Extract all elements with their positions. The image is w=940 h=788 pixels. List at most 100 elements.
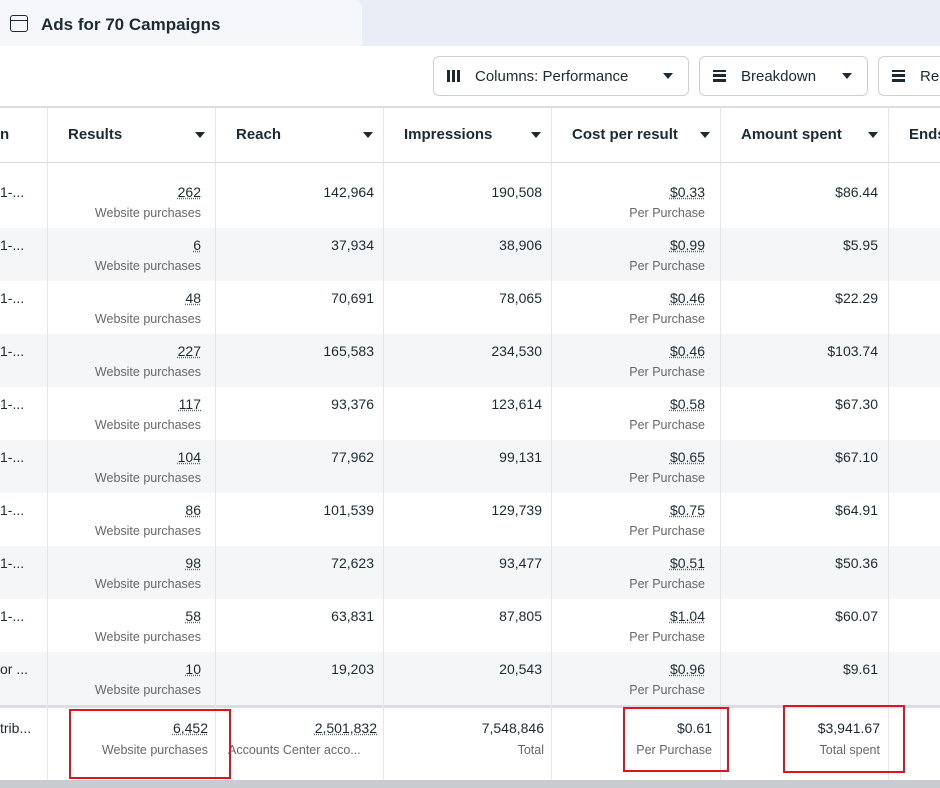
column-header: Cost per result <box>572 126 678 143</box>
impressions: 123,614 <box>491 396 542 412</box>
results-sub: Website purchases <box>94 365 201 379</box>
cost-sub: Per Purchase <box>629 206 705 220</box>
caret <box>663 73 673 79</box>
ad-name: 1-... <box>0 237 25 253</box>
reach: 101,539 <box>323 502 374 518</box>
column-divider <box>720 108 721 780</box>
row-bg <box>0 334 940 387</box>
amount-spent: $103.74 <box>827 343 878 359</box>
results: 117 <box>178 396 201 412</box>
ad-name: 1-... <box>0 343 25 359</box>
sort-caret <box>700 132 710 138</box>
button-icon <box>713 70 726 82</box>
summary-reach-sub: Accounts Center acco... <box>228 743 361 757</box>
toolbar-button[interactable]: Columns: Performance <box>433 56 689 96</box>
sort-caret <box>363 132 373 138</box>
summary-impressions: 7,548,846 <box>481 720 544 736</box>
cost-sub: Per Purchase <box>629 630 705 644</box>
summary-amount: $3,941.67 <box>817 720 880 736</box>
cost-sub: Per Purchase <box>629 418 705 432</box>
results: 86 <box>185 502 201 518</box>
results: 227 <box>177 343 201 359</box>
column-header: n <box>0 126 10 143</box>
results: 10 <box>185 661 201 677</box>
amount-spent: $67.10 <box>835 449 878 465</box>
highlight-box <box>783 705 905 773</box>
caret <box>842 73 852 79</box>
cost-sub: Per Purchase <box>629 471 705 485</box>
column-divider <box>551 108 552 780</box>
button-icon <box>447 70 460 82</box>
column-header: Ends <box>909 126 940 143</box>
results: 48 <box>185 290 201 306</box>
impressions: 99,131 <box>499 449 542 465</box>
reach: 93,376 <box>331 396 374 412</box>
column-divider <box>47 108 48 780</box>
cost-per-result: $0.58 <box>669 396 705 412</box>
column-header: Amount spent <box>741 126 842 143</box>
impressions: 234,530 <box>491 343 542 359</box>
summary-results-sub: Website purchases <box>101 743 208 757</box>
results-sub: Website purchases <box>94 312 201 326</box>
divider <box>0 106 940 108</box>
cost-per-result: $0.96 <box>669 661 705 677</box>
impressions: 20,543 <box>499 661 542 677</box>
cost-per-result: $0.33 <box>669 184 705 200</box>
column-divider <box>215 108 216 780</box>
reach: 19,203 <box>331 661 374 677</box>
reach: 70,691 <box>331 290 374 306</box>
ad-name: 1-... <box>0 290 25 306</box>
row-bg <box>0 228 940 281</box>
results-sub: Website purchases <box>94 206 201 220</box>
cost-sub: Per Purchase <box>629 577 705 591</box>
ad-name: 1-... <box>0 608 25 624</box>
summary-amount-sub: Total spent <box>819 743 880 757</box>
ad-name: or ... <box>0 661 29 677</box>
cost-per-result: $0.46 <box>669 343 705 359</box>
results: 104 <box>177 449 201 465</box>
ad-name: 1-... <box>0 396 25 412</box>
summary-results: 6,452 <box>172 720 208 736</box>
sort-caret <box>195 132 205 138</box>
impressions: 190,508 <box>491 184 542 200</box>
button-label: Re <box>920 68 940 85</box>
row-bg <box>0 652 940 705</box>
amount-spent: $64.91 <box>835 502 878 518</box>
summary-cost: $0.61 <box>676 720 712 736</box>
tab-icon <box>10 15 28 32</box>
amount-spent: $9.61 <box>842 661 878 677</box>
column-header: Impressions <box>404 126 493 143</box>
reach: 37,934 <box>331 237 374 253</box>
reach: 142,964 <box>323 184 374 200</box>
results-sub: Website purchases <box>94 259 201 273</box>
amount-spent: $60.07 <box>835 608 878 624</box>
cost-sub: Per Purchase <box>629 365 705 379</box>
column-header: Results <box>68 126 123 143</box>
summary-reach: 2,501,832 <box>314 720 377 736</box>
divider <box>0 162 940 163</box>
cost-per-result: $0.99 <box>669 237 705 253</box>
results-sub: Website purchases <box>94 471 201 485</box>
summary-impressions-sub: Total <box>517 743 544 757</box>
cost-per-result: $0.75 <box>669 502 705 518</box>
ad-name: 1-... <box>0 502 25 518</box>
results: 98 <box>185 555 201 571</box>
results-sub: Website purchases <box>94 630 201 644</box>
toolbar-button[interactable]: Re <box>878 56 940 96</box>
row-bg <box>0 440 940 493</box>
results-sub: Website purchases <box>94 418 201 432</box>
button-label: Columns: Performance <box>475 68 629 85</box>
amount-spent: $86.44 <box>835 184 878 200</box>
results: 6 <box>193 237 201 253</box>
cost-sub: Per Purchase <box>629 259 705 273</box>
results-sub: Website purchases <box>94 683 201 697</box>
impressions: 78,065 <box>499 290 542 306</box>
ad-name: 1-... <box>0 555 25 571</box>
cost-per-result: $1.04 <box>669 608 705 624</box>
sort-caret <box>531 132 541 138</box>
scrollbar <box>0 780 940 788</box>
tab[interactable] <box>0 0 362 46</box>
toolbar-button[interactable]: Breakdown <box>699 56 868 96</box>
reach: 63,831 <box>331 608 374 624</box>
